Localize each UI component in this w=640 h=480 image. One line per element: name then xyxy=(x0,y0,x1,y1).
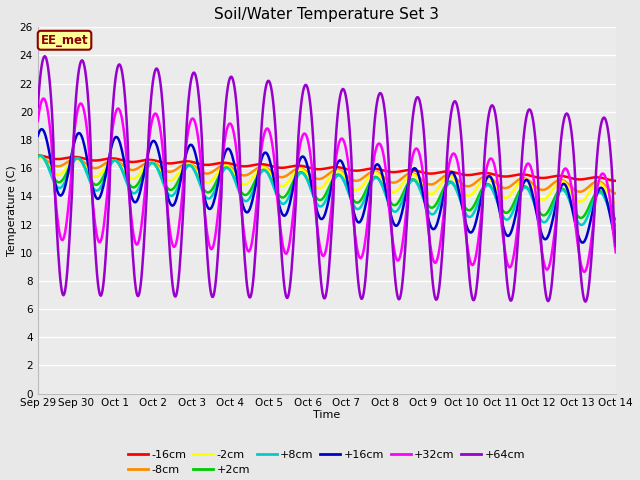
Legend: -16cm, -8cm, -2cm, +2cm, +8cm, +16cm, +32cm, +64cm: -16cm, -8cm, -2cm, +2cm, +8cm, +16cm, +3… xyxy=(124,445,529,480)
Y-axis label: Temperature (C): Temperature (C) xyxy=(7,165,17,256)
Text: EE_met: EE_met xyxy=(41,34,88,47)
Title: Soil/Water Temperature Set 3: Soil/Water Temperature Set 3 xyxy=(214,7,439,22)
X-axis label: Time: Time xyxy=(313,410,340,420)
